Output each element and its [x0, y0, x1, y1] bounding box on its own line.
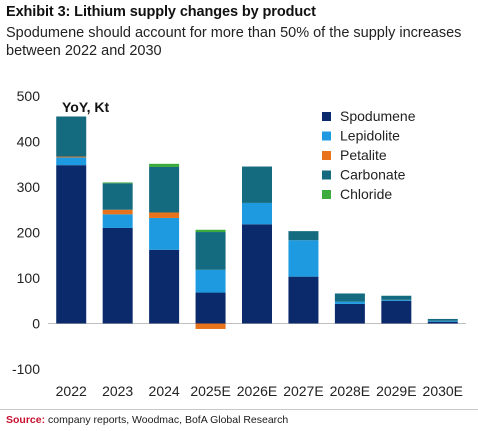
bar-segment — [195, 292, 226, 324]
bar-segment — [149, 249, 180, 324]
legend-swatch — [322, 151, 331, 160]
bar-segment — [102, 209, 133, 215]
exhibit-subtitle: Spodumene should account for more than 5… — [6, 25, 462, 59]
y-tick-label: 200 — [17, 225, 41, 241]
y-tick-label: 500 — [17, 88, 41, 104]
x-tick-label: 2027E — [283, 383, 323, 399]
bar-segment — [195, 229, 226, 233]
bar-segment — [381, 295, 412, 300]
x-tick-label: 2024 — [149, 383, 180, 399]
bar-segment — [427, 318, 458, 321]
legend-swatch — [322, 131, 331, 141]
bar-segment — [149, 212, 180, 218]
bar-segment — [56, 116, 87, 157]
y-tick-label: 300 — [17, 179, 41, 195]
bar-segment — [381, 299, 412, 301]
y-tick-label: 0 — [32, 316, 40, 332]
bar-segment — [288, 231, 319, 241]
y-tick-label: 400 — [17, 134, 41, 150]
x-tick-label: 2025E — [190, 383, 230, 399]
legend-swatch — [322, 170, 331, 180]
bar-segment — [242, 224, 272, 324]
x-tick-label: 2030E — [423, 383, 463, 399]
legend-swatch — [322, 112, 331, 121]
x-tick-label: 2022 — [56, 383, 87, 399]
x-tick-label: 2026E — [237, 383, 277, 399]
bar-segment — [427, 320, 458, 322]
bar-segment — [334, 301, 365, 304]
bar-segment — [195, 323, 226, 329]
bar-segment — [242, 166, 272, 203]
bar-segment — [242, 202, 272, 225]
bar-segment — [381, 300, 412, 324]
bar-segment — [56, 156, 87, 158]
x-tick-label: 2028E — [330, 383, 370, 399]
bar-segment — [149, 163, 180, 167]
top-rule — [0, 0, 478, 2]
bar-segment — [288, 276, 319, 324]
bar-segment — [334, 293, 365, 302]
bar-segment — [102, 227, 133, 324]
bar-segment — [288, 240, 319, 277]
source-text: company reports, Woodmac, BofA Global Re… — [48, 414, 289, 426]
bar-segment — [102, 214, 133, 228]
unit-label: YoY, Kt — [62, 99, 110, 115]
bar-segment — [56, 157, 87, 166]
legend-label: Carbonate — [340, 167, 406, 183]
legend-label: Lepidolite — [340, 128, 400, 144]
legend-swatch — [322, 190, 331, 199]
legend-label: Petalite — [340, 147, 387, 163]
x-tick-label: 2029E — [376, 383, 416, 399]
source-footer: Source: company reports, Woodmac, BofA G… — [6, 414, 288, 426]
bar-segment — [102, 183, 133, 210]
y-tick-label: -100 — [12, 361, 40, 377]
bar-segment — [195, 269, 226, 293]
bar-segment — [56, 165, 87, 324]
y-tick-label: 100 — [17, 270, 41, 286]
exhibit-title: Exhibit 3: Lithium supply changes by pro… — [6, 4, 316, 20]
source-label: Source: — [6, 414, 46, 426]
footer-rule — [0, 409, 478, 410]
bar-segment — [334, 303, 365, 324]
legend-label: Chloride — [340, 186, 392, 202]
x-tick-label: 2023 — [102, 383, 133, 399]
bar-segment — [149, 166, 180, 213]
bar-segment — [195, 232, 226, 270]
bar-segment — [427, 321, 458, 324]
bar-segment — [102, 182, 133, 184]
legend-label: Spodumene — [340, 108, 416, 124]
bar-segment — [149, 217, 180, 250]
